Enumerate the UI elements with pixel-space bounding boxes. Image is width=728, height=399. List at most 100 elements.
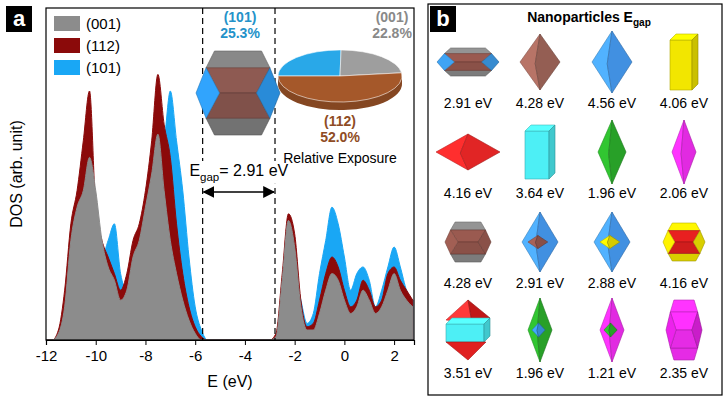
panel-b-frame	[428, 4, 722, 395]
facet	[445, 230, 458, 254]
facet	[609, 298, 624, 362]
facet	[668, 253, 700, 261]
text-run: Nanoparticles E	[527, 9, 633, 25]
facet	[663, 231, 675, 254]
gap-label: 4.28 eV	[516, 95, 565, 111]
x-tick-mark	[195, 340, 196, 345]
legend-label: (001)	[86, 15, 121, 32]
gap-label: 4.16 eV	[660, 275, 709, 291]
facet	[609, 323, 617, 337]
facet	[206, 51, 270, 68]
x-tick: 2	[390, 340, 398, 364]
facet	[607, 31, 632, 93]
x-tick-mark	[46, 340, 47, 345]
x-tick-label: -2	[288, 347, 301, 364]
facet	[537, 298, 552, 362]
facet	[446, 318, 490, 324]
legend-swatch	[54, 38, 80, 53]
nanoparticle-icon	[445, 222, 491, 262]
facet	[444, 48, 491, 54]
legend-label: (101)	[86, 59, 121, 76]
figure: -12-10-8-6-4-202E (eV)DOS (arb. unit)(00…	[0, 0, 728, 399]
x-tick: 0	[341, 340, 349, 364]
facet	[451, 254, 486, 262]
facet	[668, 223, 700, 231]
facet	[537, 323, 545, 337]
panel-letter: a	[13, 6, 26, 31]
gap-label: 2.91 eV	[516, 275, 565, 291]
facet	[478, 230, 491, 254]
gap-label: 2.88 eV	[588, 275, 637, 291]
x-tick: -6	[189, 340, 202, 364]
axis-line	[47, 341, 415, 346]
gap-arrow	[204, 191, 274, 193]
x-tick-mark	[344, 340, 345, 345]
facet	[535, 235, 547, 248]
facet	[484, 318, 490, 342]
facet	[608, 212, 630, 272]
facet	[446, 324, 484, 342]
x-tick-mark	[394, 340, 395, 345]
facet	[536, 212, 558, 272]
facet	[482, 54, 499, 71]
gap-label: 4.56 eV	[588, 95, 637, 111]
x-tick-label: 2	[390, 347, 398, 364]
x-axis: -12 -10 -8 -6 -4 -2 0 2	[36, 340, 415, 364]
x-tick-label: -4	[239, 347, 252, 364]
legend-label: (112)	[86, 37, 120, 54]
nanoparticle-icon	[436, 134, 500, 170]
text-run: = 2.91 eV	[219, 162, 288, 179]
x-tick-mark	[96, 340, 97, 345]
pie-slice	[340, 50, 402, 76]
nanoparticle-icon	[525, 125, 555, 179]
x-tick: -4	[239, 340, 252, 364]
facet	[460, 134, 500, 170]
pie-title: Relative Exposure	[283, 150, 397, 166]
nanoparticle-icon	[446, 300, 490, 360]
facet	[666, 312, 676, 348]
dos-area	[46, 134, 413, 340]
pie-slice	[278, 50, 341, 76]
x-tick: -12	[36, 340, 58, 364]
facet	[670, 40, 692, 90]
pie-category-label: (001)	[376, 9, 409, 25]
subscript: gap	[633, 17, 651, 28]
facet	[670, 300, 697, 312]
pie-value-label: 52.0%	[320, 129, 360, 145]
x-tick-mark	[295, 340, 296, 345]
nanoparticle-icon	[600, 298, 624, 362]
x-tick: -8	[139, 340, 152, 364]
pie-top	[278, 50, 402, 102]
pie	[278, 50, 402, 110]
pie-category-label: (101)	[224, 9, 257, 25]
panel-letter: b	[436, 6, 449, 31]
nanoparticle-icon	[520, 34, 560, 90]
x-tick: -10	[85, 340, 107, 364]
nanoparticle-icon	[666, 300, 702, 360]
facet	[549, 125, 555, 179]
legend: (001) (112) (101)	[54, 15, 121, 76]
pie-value-label: 25.3%	[220, 25, 260, 41]
nanoparticle-icon	[598, 120, 626, 184]
facet	[446, 342, 486, 360]
gap-label: 2.06 eV	[660, 185, 709, 201]
gap-label: 1.21 eV	[588, 365, 637, 381]
annotation-background	[187, 161, 290, 184]
dos-area	[46, 74, 413, 340]
facet	[256, 68, 280, 118]
facet	[535, 34, 560, 90]
figure-root: -12-10-8-6-4-202E (eV)DOS (arb. unit)(00…	[0, 0, 728, 399]
subscript: gap	[200, 171, 219, 183]
gap-label: 4.28 eV	[444, 275, 493, 291]
nanoparticle-icon	[663, 223, 705, 261]
legend-swatch	[54, 60, 80, 75]
facet	[693, 231, 705, 254]
facet	[607, 235, 619, 248]
x-tick-label: -12	[36, 347, 58, 364]
gap-label: 1.96 eV	[588, 185, 637, 201]
gap-annotation-text: Egap= 2.91 eV	[189, 162, 288, 183]
gap-label: 2.35 eV	[660, 365, 709, 381]
nanoparticle-icon	[528, 298, 552, 362]
crystal-inset	[196, 51, 280, 135]
facet	[437, 54, 454, 71]
